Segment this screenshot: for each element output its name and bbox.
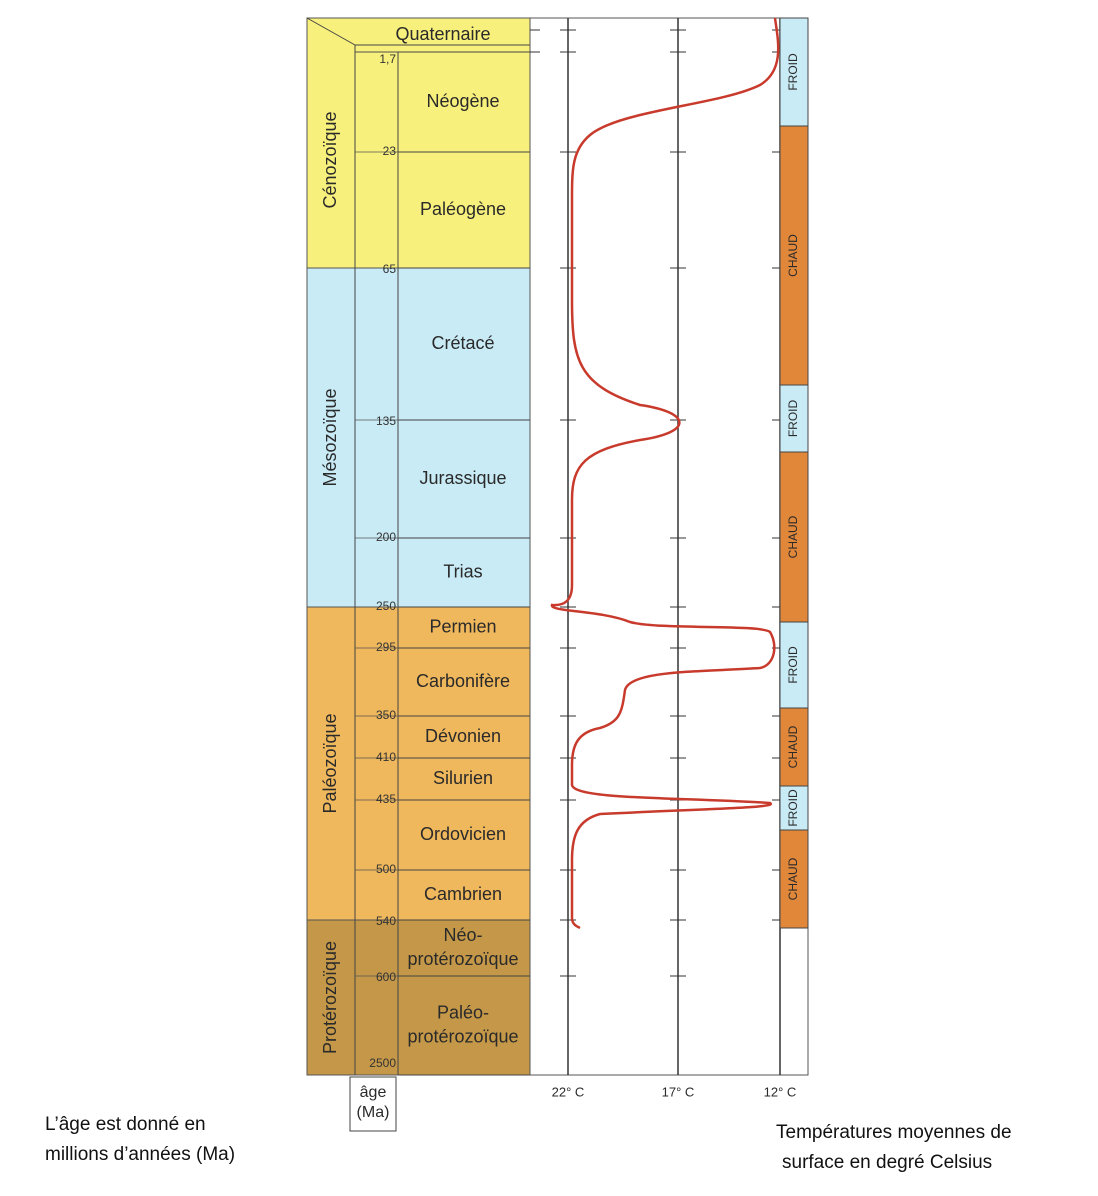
- period-label: Jurassique: [419, 468, 506, 488]
- period-label: Quaternaire: [395, 24, 490, 44]
- period-label: Crétacé: [431, 333, 494, 353]
- age-unit: (Ma): [357, 1104, 390, 1121]
- age-label: 350: [376, 708, 396, 722]
- period-label: Paléogène: [420, 199, 506, 219]
- era-block: [306, 606, 531, 921]
- period-label: Silurien: [433, 768, 493, 788]
- age-label: 1,7: [379, 52, 396, 66]
- climate-label: CHAUD: [786, 234, 800, 277]
- era-label: Cénozoïque: [320, 111, 340, 208]
- period-label: Néo-: [443, 925, 482, 945]
- period-label: protérozoïque: [407, 949, 518, 969]
- period-label: Trias: [443, 561, 482, 581]
- age-label: 540: [376, 914, 396, 928]
- temperature-label: 12° C: [764, 1084, 797, 1099]
- period-label: Ordovicien: [420, 824, 506, 844]
- temperature-curve: [550, 17, 780, 930]
- age-label: 410: [376, 750, 396, 764]
- caption: Températures moyennes de: [776, 1122, 1012, 1143]
- age-label: 295: [376, 640, 396, 654]
- age-label: 65: [383, 262, 397, 276]
- period-label: Carbonifère: [416, 671, 510, 691]
- age-label: 135: [376, 414, 396, 428]
- climate-label: CHAUD: [786, 515, 800, 558]
- age-label: 250: [376, 599, 396, 613]
- temperature-label: 17° C: [662, 1084, 695, 1099]
- age-label: 600: [376, 970, 396, 984]
- age-label: 23: [383, 144, 397, 158]
- climate-block: [779, 621, 809, 709]
- age-label: 500: [376, 862, 396, 876]
- era-block: [306, 919, 531, 1076]
- caption: surface en degré Celsius: [782, 1152, 992, 1173]
- era-block: [306, 17, 531, 269]
- age-label: 435: [376, 792, 396, 806]
- divider: [306, 17, 356, 46]
- age-label: 200: [376, 530, 396, 544]
- climate-label: CHAUD: [786, 725, 800, 768]
- climate-block: [779, 451, 809, 623]
- temperature-label: 22° C: [552, 1084, 585, 1099]
- climate-label: FROID: [786, 400, 800, 438]
- era-block: [306, 267, 531, 608]
- caption: L’âge est donné en: [45, 1114, 206, 1135]
- period-label: Néogène: [426, 91, 499, 111]
- period-label: Cambrien: [424, 884, 502, 904]
- period-label: Permien: [429, 616, 496, 636]
- climate-label: FROID: [786, 53, 800, 91]
- climate-label: CHAUD: [786, 857, 800, 900]
- age-label: 2500: [369, 1056, 396, 1070]
- climate-label: FROID: [786, 789, 800, 827]
- period-label: Dévonien: [425, 726, 501, 746]
- unit-box: [349, 1076, 397, 1132]
- age-unit: âge: [360, 1084, 387, 1101]
- caption: millions d’années (Ma): [45, 1144, 235, 1165]
- era-label: Paléozoïque: [320, 713, 340, 813]
- climate-block: [779, 17, 809, 127]
- era-label: Mésozoïque: [320, 388, 340, 486]
- period-label: Paléo-: [437, 1002, 489, 1022]
- climate-label: FROID: [786, 646, 800, 684]
- climate-block: [779, 125, 809, 386]
- climate-block: [779, 829, 809, 929]
- period-label: protérozoïque: [407, 1026, 518, 1046]
- background-layer: [306, 17, 809, 1076]
- era-label: Protérozoïque: [320, 941, 340, 1054]
